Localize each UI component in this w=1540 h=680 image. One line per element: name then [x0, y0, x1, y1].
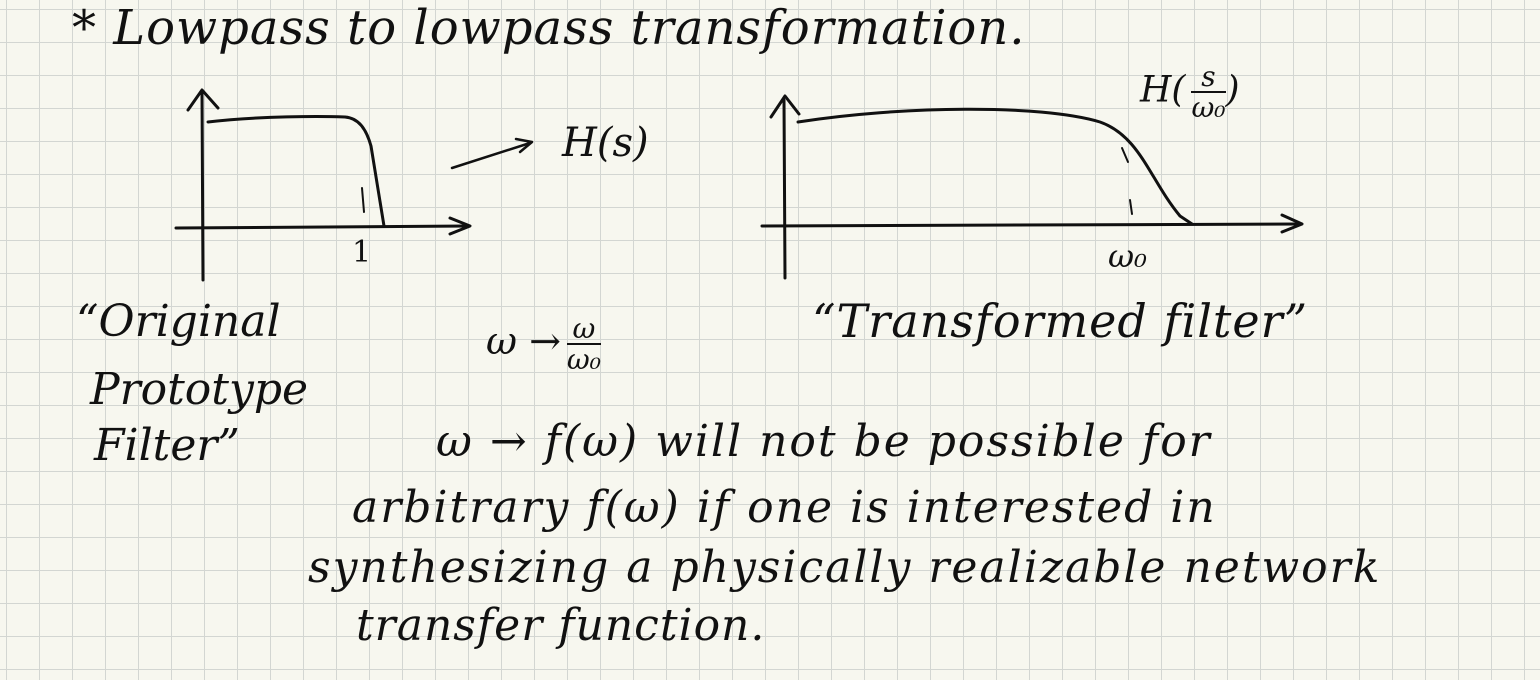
paragraph-line-4: transfer function.	[356, 600, 766, 651]
s-over-w0-denominator: ω₀	[1191, 91, 1226, 125]
paragraph-line-2: arbitrary f(ω) if one is interested in	[352, 482, 1217, 533]
h-s-over-w0-suffix: )	[1225, 69, 1240, 111]
s-over-w0-numerator: s	[1191, 62, 1226, 94]
mapping-numerator: ω	[566, 314, 601, 346]
paragraph-line-3: synthesizing a physically realizable net…	[308, 542, 1382, 593]
right-response-curve	[796, 107, 1194, 226]
right-cutoff-dash-1	[1121, 147, 1129, 163]
original-caption-line-1: “Original	[76, 296, 281, 347]
frequency-mapping: ω → ω ω₀	[486, 314, 601, 375]
mapping-lhs: ω →	[486, 318, 561, 363]
right-x-arrow	[1280, 213, 1304, 234]
h-s-label: H(s)	[562, 120, 649, 166]
left-x-axis	[174, 224, 470, 230]
h-s-arrow	[450, 141, 532, 170]
left-response-curve	[206, 115, 386, 228]
h-s-over-w0-prefix: H(	[1140, 69, 1186, 111]
right-x-axis	[760, 222, 1302, 228]
right-y-arrow	[769, 94, 801, 119]
h-s-arrowhead	[514, 137, 534, 154]
left-y-arrow	[186, 88, 220, 112]
right-plot	[760, 94, 1304, 280]
left-plot	[174, 88, 534, 282]
paragraph-line-1: ω → f(ω) will not be possible for	[436, 416, 1212, 467]
unit-tick-label: 1	[352, 235, 372, 270]
right-cutoff-dash-2	[1129, 199, 1133, 215]
original-caption-line-2: Prototype	[90, 364, 309, 415]
mapping-denominator: ω₀	[566, 343, 601, 377]
left-cutoff-dash	[361, 187, 365, 213]
transformed-caption: “Transformed filter”	[812, 294, 1309, 348]
heading: * Lowpass to lowpass transformation.	[72, 0, 1026, 56]
original-caption-line-3: Filter”	[94, 420, 240, 471]
left-x-arrow	[448, 216, 472, 236]
s-over-w0-fraction: s ω₀	[1191, 62, 1226, 125]
h-s-over-w0-label: H(s ω₀)	[1140, 62, 1240, 123]
right-y-axis	[782, 98, 787, 280]
left-y-axis	[200, 90, 205, 282]
w0-tick-label: ω₀	[1108, 237, 1147, 275]
mapping-fraction: ω ω₀	[566, 314, 601, 377]
